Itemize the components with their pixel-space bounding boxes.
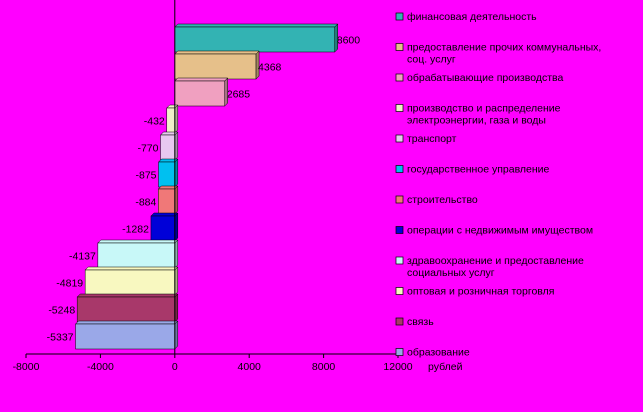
x-tick-label: -8000 — [13, 361, 40, 373]
data-label: -4137 — [69, 251, 96, 263]
bar — [150, 215, 176, 242]
x-axis: -8000 -4000 0 4000 8000 12000 рублей — [13, 0, 463, 373]
legend-entry: производство и распределение электроэнерг… — [407, 103, 561, 127]
legend-entry-line: обрабатывающие производства — [407, 72, 563, 84]
legend-entry-line: финансовая деятельность — [407, 11, 537, 23]
data-label: 4368 — [258, 62, 282, 74]
bar-side-face — [334, 23, 339, 53]
legend-entry-line: электроэнергии, газа и воды — [407, 115, 546, 127]
legend-entry: транспорт — [407, 133, 457, 145]
x-tick-label: 12000 — [383, 361, 412, 373]
legend-entry: государственное управление — [407, 164, 550, 176]
legend-swatch — [395, 256, 404, 265]
data-label: -5337 — [47, 332, 74, 344]
data-label: -4819 — [56, 278, 83, 290]
legend-entry: строительство — [407, 194, 478, 206]
bar — [160, 134, 176, 161]
legend-entry-line: операции с недвижимым имуществом — [407, 225, 593, 237]
legend: финансовая деятельность предоставление пр… — [395, 11, 601, 359]
legend-swatch — [395, 195, 404, 204]
legend-swatch — [395, 104, 404, 112]
bar-side-face — [255, 50, 260, 80]
x-tick-label: -4000 — [87, 361, 114, 373]
data-label: -875 — [136, 170, 157, 182]
data-label: -5248 — [48, 305, 75, 317]
legend-swatch — [395, 317, 404, 326]
legend-swatch — [395, 43, 404, 51]
bars-group: 8600 4368 2685 -432 -770 -875 -884 -1282 -4137 -4… — [47, 23, 361, 350]
legend-entry-line: социальных услуг — [407, 267, 495, 279]
x-tick-label: 8000 — [312, 361, 336, 373]
data-label: -432 — [144, 116, 165, 128]
legend-swatch — [395, 348, 404, 356]
x-axis-unit-label: рублей — [428, 361, 463, 373]
legend-entry: операции с недвижимым имуществом — [407, 225, 593, 237]
legend-entry-line: связь — [407, 316, 434, 328]
legend-entry: здравоохранение и предоставление социальн… — [407, 255, 584, 279]
legend-entry-line: соц. услуг — [407, 54, 456, 66]
legend-entry: предоставление прочих коммунальных, соц. … — [407, 42, 601, 66]
bar-side-face — [224, 77, 228, 107]
legend-swatch — [395, 165, 404, 173]
legend-entry: связь — [407, 316, 434, 328]
bar-top-face — [76, 293, 179, 298]
bar-top-face — [97, 239, 179, 244]
legend-entry: обрабатывающие производства — [407, 72, 563, 84]
legend-swatch — [395, 73, 404, 82]
bar-top-face — [84, 266, 179, 271]
bar — [166, 107, 176, 134]
legend-entry: финансовая деятельность — [407, 11, 537, 23]
x-tick-label: 4000 — [238, 361, 262, 373]
legend-entry-line: государственное управление — [407, 164, 550, 176]
data-label: 2685 — [227, 89, 251, 101]
bar — [84, 269, 176, 296]
legend-swatch — [395, 134, 404, 143]
bar — [158, 161, 176, 188]
bar — [174, 26, 336, 53]
legend-entry-line: предоставление прочих коммунальных, — [407, 42, 601, 54]
bar — [158, 188, 176, 215]
bar — [75, 323, 176, 350]
data-label: 8600 — [337, 35, 361, 47]
legend-entry-line: оптовая и розничная торговля — [407, 286, 554, 298]
data-label: -770 — [137, 143, 158, 155]
legend-entry: оптовая и розничная торговля — [407, 286, 554, 298]
bar-top-face — [174, 50, 260, 55]
legend-swatch — [395, 226, 404, 234]
legend-swatch — [395, 287, 404, 295]
legend-entry-line: транспорт — [407, 133, 457, 145]
bar — [97, 242, 176, 269]
bar-top-face — [74, 320, 179, 325]
bar — [174, 53, 257, 80]
legend-entry-line: строительство — [407, 194, 478, 206]
bar — [76, 296, 176, 323]
bar-top-face — [174, 23, 339, 28]
data-label: -1282 — [122, 224, 149, 236]
x-tick-label: 0 — [172, 361, 178, 373]
legend-swatch — [395, 12, 404, 21]
data-label: -884 — [135, 197, 156, 209]
bar-top-face — [174, 77, 229, 82]
legend-entry: образование — [407, 347, 470, 359]
bar — [174, 80, 225, 107]
legend-entry-line: здравоохранение и предоставление — [407, 255, 584, 267]
legend-entry-line: производство и распределение — [407, 103, 561, 115]
bar-top-face — [150, 212, 179, 217]
legend-entry-line: образование — [407, 347, 470, 359]
